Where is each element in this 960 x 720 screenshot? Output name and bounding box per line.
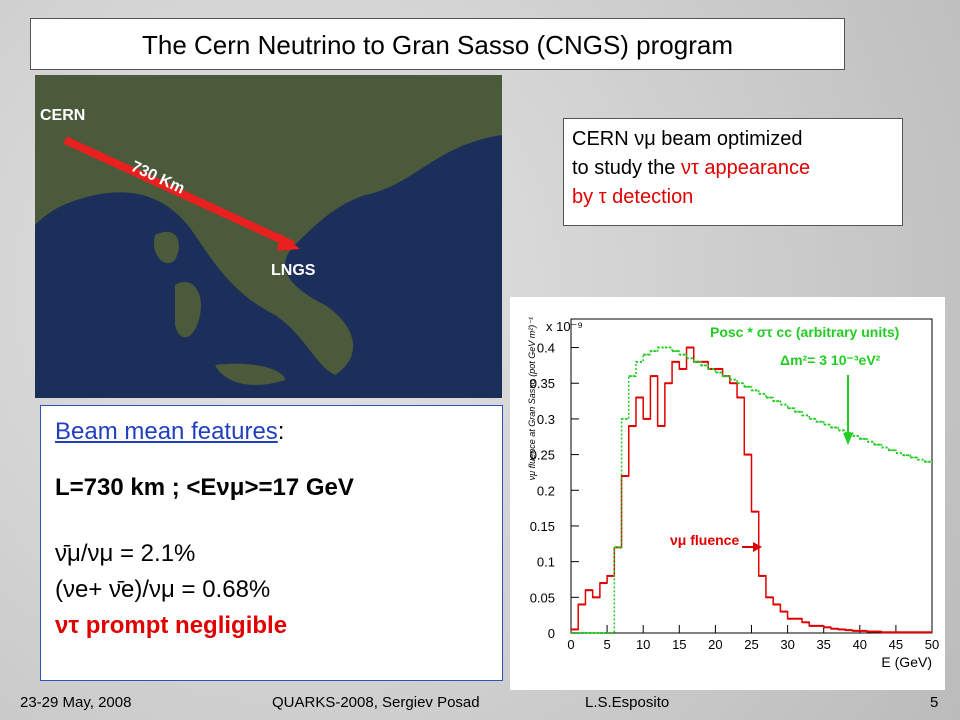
x-axis-title: E (GeV) — [881, 654, 932, 670]
feature-line: (νe+ ν̄e)/νμ = 0.68% — [55, 576, 271, 603]
y-tick-label: 0.25 — [530, 448, 555, 463]
x-tick-label: 15 — [672, 637, 686, 652]
feature-line: ντ prompt negligible — [55, 612, 288, 639]
annotation: Δm²= 3 10⁻³eV² — [780, 352, 881, 368]
x-tick-label: 30 — [780, 637, 794, 652]
y-tick-label: 0.35 — [530, 376, 555, 391]
footer-date: 23-29 May, 2008 — [20, 694, 132, 711]
x-tick-label: 0 — [567, 637, 574, 652]
footer-author: L.S.Esposito — [585, 694, 670, 711]
y-tick-label: 0.2 — [537, 483, 555, 498]
y-tick-label: 0.4 — [537, 341, 555, 356]
annotation: Posc * στ cc (arbitrary units) — [710, 324, 899, 340]
x-tick-label: 5 — [603, 637, 610, 652]
footer-conference: QUARKS-2008, Sergiev Posad — [272, 694, 480, 711]
feature-line: ν̄μ/νμ = 2.1% — [55, 540, 196, 567]
x-tick-label: 10 — [636, 637, 650, 652]
y-tick-label: 0.15 — [530, 519, 555, 534]
info-box: CERN νμ beam optimized to study the ντ a… — [563, 118, 903, 226]
colon: : — [277, 418, 285, 445]
y-tick-label: 0 — [548, 626, 555, 641]
map-label: LNGS — [271, 262, 316, 279]
map-label: CERN — [40, 107, 85, 124]
map: CERN 730 Km LNGS — [35, 75, 502, 398]
y-axis-title: νμ fluence at Gran Sasso (pot GeV m²)⁻¹ — [527, 317, 537, 480]
features-heading: Beam mean features — [55, 418, 278, 445]
chart: 0 0.05 0.1 0.15 0.2 0.25 0.3 0.35 0.4 0 5 10 15 20 25 3… — [510, 297, 945, 690]
x-tick-label: 35 — [816, 637, 830, 652]
features-box: Beam mean features: L=730 km ; <Eνμ>=17 … — [40, 405, 503, 681]
x-tick-label: 25 — [744, 637, 758, 652]
footer-page: 5 — [930, 694, 939, 711]
arrow-head — [843, 433, 853, 445]
info-text: ντ appearance — [680, 157, 811, 179]
step-outline — [571, 346, 932, 634]
x-tick-label: 20 — [708, 637, 722, 652]
info-text: to study the — [572, 157, 681, 179]
y-scale-label: x 10⁻⁹ — [546, 319, 583, 334]
feature-line: L=730 km ; <Eνμ>=17 GeV — [55, 474, 354, 501]
info-text: by τ detection — [572, 186, 694, 208]
annotation: νμ fluence — [670, 532, 739, 548]
y-tick-label: 0.3 — [537, 412, 555, 427]
x-tick-label: 40 — [853, 637, 867, 652]
x-tick-label: 50 — [925, 637, 939, 652]
info-text: CERN νμ beam optimized — [572, 128, 803, 150]
y-tick-label: 0.05 — [530, 590, 555, 605]
y-tick-label: 0.1 — [537, 555, 555, 570]
title: The Cern Neutrino to Gran Sasso (CNGS) p… — [30, 18, 845, 70]
arrow-head — [753, 542, 762, 552]
x-tick-label: 45 — [889, 637, 903, 652]
